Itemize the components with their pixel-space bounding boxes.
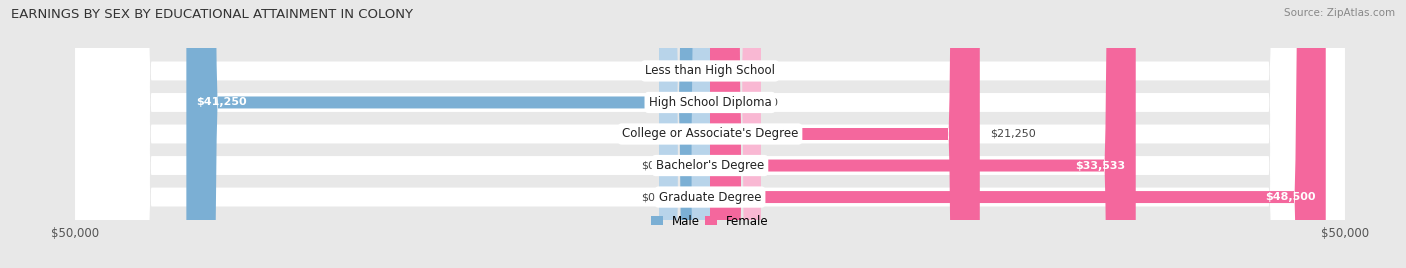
FancyBboxPatch shape [76,0,1344,268]
FancyBboxPatch shape [710,0,1326,268]
Text: Graduate Degree: Graduate Degree [659,191,761,204]
FancyBboxPatch shape [710,0,761,268]
Text: $48,500: $48,500 [1265,192,1316,202]
Text: $33,533: $33,533 [1076,161,1126,170]
Text: High School Diploma: High School Diploma [648,96,772,109]
FancyBboxPatch shape [76,0,1344,268]
Text: College or Associate's Degree: College or Associate's Degree [621,128,799,140]
Text: $0: $0 [765,66,779,76]
FancyBboxPatch shape [76,0,1344,268]
Text: $0: $0 [641,129,655,139]
FancyBboxPatch shape [659,0,710,268]
FancyBboxPatch shape [659,0,710,268]
FancyBboxPatch shape [76,0,1344,268]
FancyBboxPatch shape [659,0,710,268]
Text: $0: $0 [641,66,655,76]
Legend: Male, Female: Male, Female [651,215,769,228]
FancyBboxPatch shape [710,0,761,268]
FancyBboxPatch shape [187,0,710,268]
FancyBboxPatch shape [710,0,1136,268]
Text: $41,250: $41,250 [197,98,247,107]
Text: $0: $0 [641,161,655,170]
Text: EARNINGS BY SEX BY EDUCATIONAL ATTAINMENT IN COLONY: EARNINGS BY SEX BY EDUCATIONAL ATTAINMEN… [11,8,413,21]
Text: Source: ZipAtlas.com: Source: ZipAtlas.com [1284,8,1395,18]
Text: $21,250: $21,250 [990,129,1036,139]
FancyBboxPatch shape [710,0,980,268]
FancyBboxPatch shape [76,0,1344,268]
Text: $0: $0 [765,98,779,107]
Text: Bachelor's Degree: Bachelor's Degree [657,159,763,172]
Text: Less than High School: Less than High School [645,64,775,77]
FancyBboxPatch shape [659,0,710,268]
Text: $0: $0 [641,192,655,202]
